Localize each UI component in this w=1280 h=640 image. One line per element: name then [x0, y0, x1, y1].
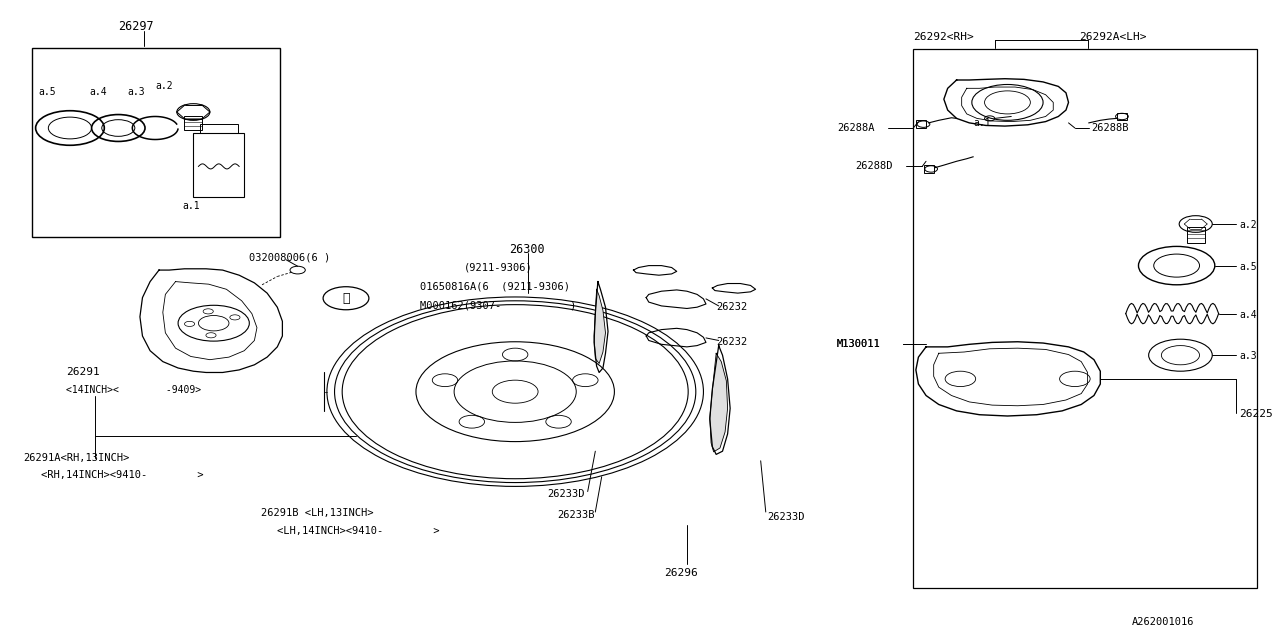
Text: 26296: 26296 — [664, 568, 698, 578]
Text: (9211-9306): (9211-9306) — [465, 262, 532, 273]
Text: <RH,14INCH><9410-        >: <RH,14INCH><9410- > — [41, 470, 204, 480]
Text: a.4: a.4 — [1239, 310, 1257, 320]
Bar — [914, 49, 1257, 588]
Text: 01650816A(6  (9211-9306): 01650816A(6 (9211-9306) — [420, 282, 570, 292]
Bar — [1117, 113, 1126, 120]
Text: a.5: a.5 — [1239, 262, 1257, 272]
Text: 26300: 26300 — [509, 243, 544, 256]
Text: 26288A: 26288A — [837, 123, 874, 133]
Bar — [923, 165, 933, 173]
Text: 26292<RH>: 26292<RH> — [914, 32, 974, 42]
Text: 26233D: 26233D — [767, 512, 805, 522]
Text: 26288D: 26288D — [855, 161, 892, 172]
Text: 26297: 26297 — [118, 20, 154, 33]
Polygon shape — [594, 289, 605, 364]
Polygon shape — [710, 353, 727, 452]
Text: a.3: a.3 — [127, 87, 145, 97]
Text: a.4: a.4 — [90, 87, 106, 97]
Text: 26291B <LH,13INCH>: 26291B <LH,13INCH> — [261, 508, 374, 518]
Text: a.5: a.5 — [38, 87, 56, 97]
Text: 26291: 26291 — [67, 367, 100, 378]
Text: a.3: a.3 — [1239, 351, 1257, 362]
Text: a.2: a.2 — [155, 81, 173, 92]
Text: 26233B: 26233B — [557, 510, 595, 520]
Text: 26292A<LH>: 26292A<LH> — [1079, 32, 1146, 42]
Bar — [32, 48, 280, 237]
Text: M130011: M130011 — [837, 339, 881, 349]
Bar — [184, 116, 202, 130]
Bar — [193, 133, 244, 197]
Text: a.1: a.1 — [973, 118, 991, 128]
Text: 26225: 26225 — [1239, 409, 1272, 419]
Bar — [916, 120, 925, 128]
Text: <LH,14INCH><9410-        >: <LH,14INCH><9410- > — [278, 526, 440, 536]
Text: 032008006(6 ): 032008006(6 ) — [250, 252, 330, 262]
Text: 26232: 26232 — [716, 337, 748, 347]
Bar — [1187, 227, 1204, 243]
Text: 26288B: 26288B — [1092, 123, 1129, 133]
Text: 26232: 26232 — [716, 302, 748, 312]
Text: M000162(9307-           ): M000162(9307- ) — [420, 301, 576, 311]
Text: 26233D: 26233D — [547, 489, 585, 499]
Text: 26291A<RH,13INCH>: 26291A<RH,13INCH> — [23, 452, 129, 463]
Bar — [200, 124, 238, 133]
Text: a.2: a.2 — [1239, 220, 1257, 230]
Text: <14INCH><        -9409>: <14INCH>< -9409> — [67, 385, 201, 396]
Text: a.1: a.1 — [182, 201, 200, 211]
Text: A262001016: A262001016 — [1132, 617, 1194, 627]
Text: Ⓑ: Ⓑ — [342, 292, 349, 305]
Text: M130011: M130011 — [837, 339, 881, 349]
